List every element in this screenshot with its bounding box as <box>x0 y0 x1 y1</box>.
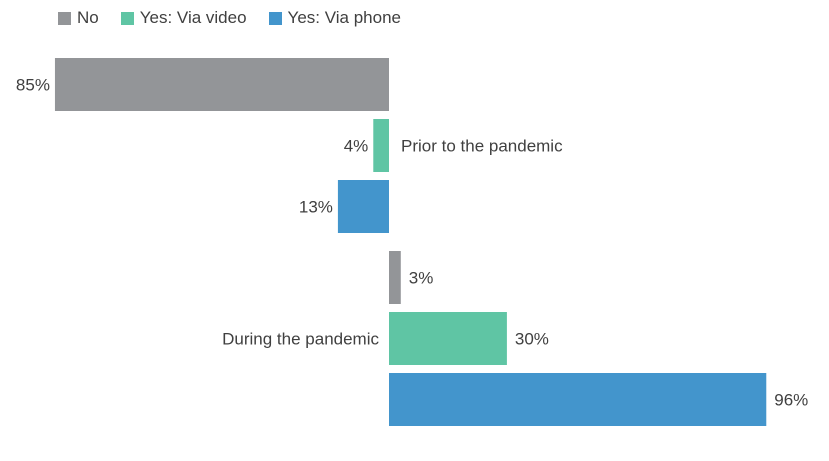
bar-prior-to-the-pandemic-no <box>54 58 389 111</box>
legend: No Yes: Via video Yes: Via phone <box>58 8 423 28</box>
bar-during-the-pandemic-no <box>389 251 401 304</box>
legend-swatch-video <box>120 11 134 25</box>
data-label-during-the-pandemic-no: 3% <box>409 269 434 288</box>
legend-swatch-phone <box>268 11 282 25</box>
data-label-prior-to-the-pandemic-video: 4% <box>344 137 369 156</box>
data-label-prior-to-the-pandemic-phone: 13% <box>299 198 333 217</box>
bar-prior-to-the-pandemic-video <box>373 119 389 172</box>
legend-label-video: Yes: Via video <box>139 8 247 27</box>
legend-swatch-no <box>58 11 71 25</box>
category-label-during-the-pandemic: During the pandemic <box>222 330 379 349</box>
data-label-during-the-pandemic-video: 30% <box>515 330 549 349</box>
category-label-prior-to-the-pandemic: Prior to the pandemic <box>401 137 563 156</box>
data-label-during-the-pandemic-phone: 96% <box>774 391 808 410</box>
bar-during-the-pandemic-phone <box>389 373 767 426</box>
legend-label-phone: Yes: Via phone <box>287 8 401 27</box>
legend-label-no: No <box>77 8 99 27</box>
data-label-prior-to-the-pandemic-no: 85% <box>16 76 50 95</box>
bar-prior-to-the-pandemic-phone <box>337 180 389 233</box>
bar-during-the-pandemic-video <box>389 312 507 365</box>
legend-item-video: Yes: Via video <box>120 8 247 28</box>
legend-item-no: No <box>58 8 99 28</box>
legend-item-phone: Yes: Via phone <box>268 8 401 28</box>
